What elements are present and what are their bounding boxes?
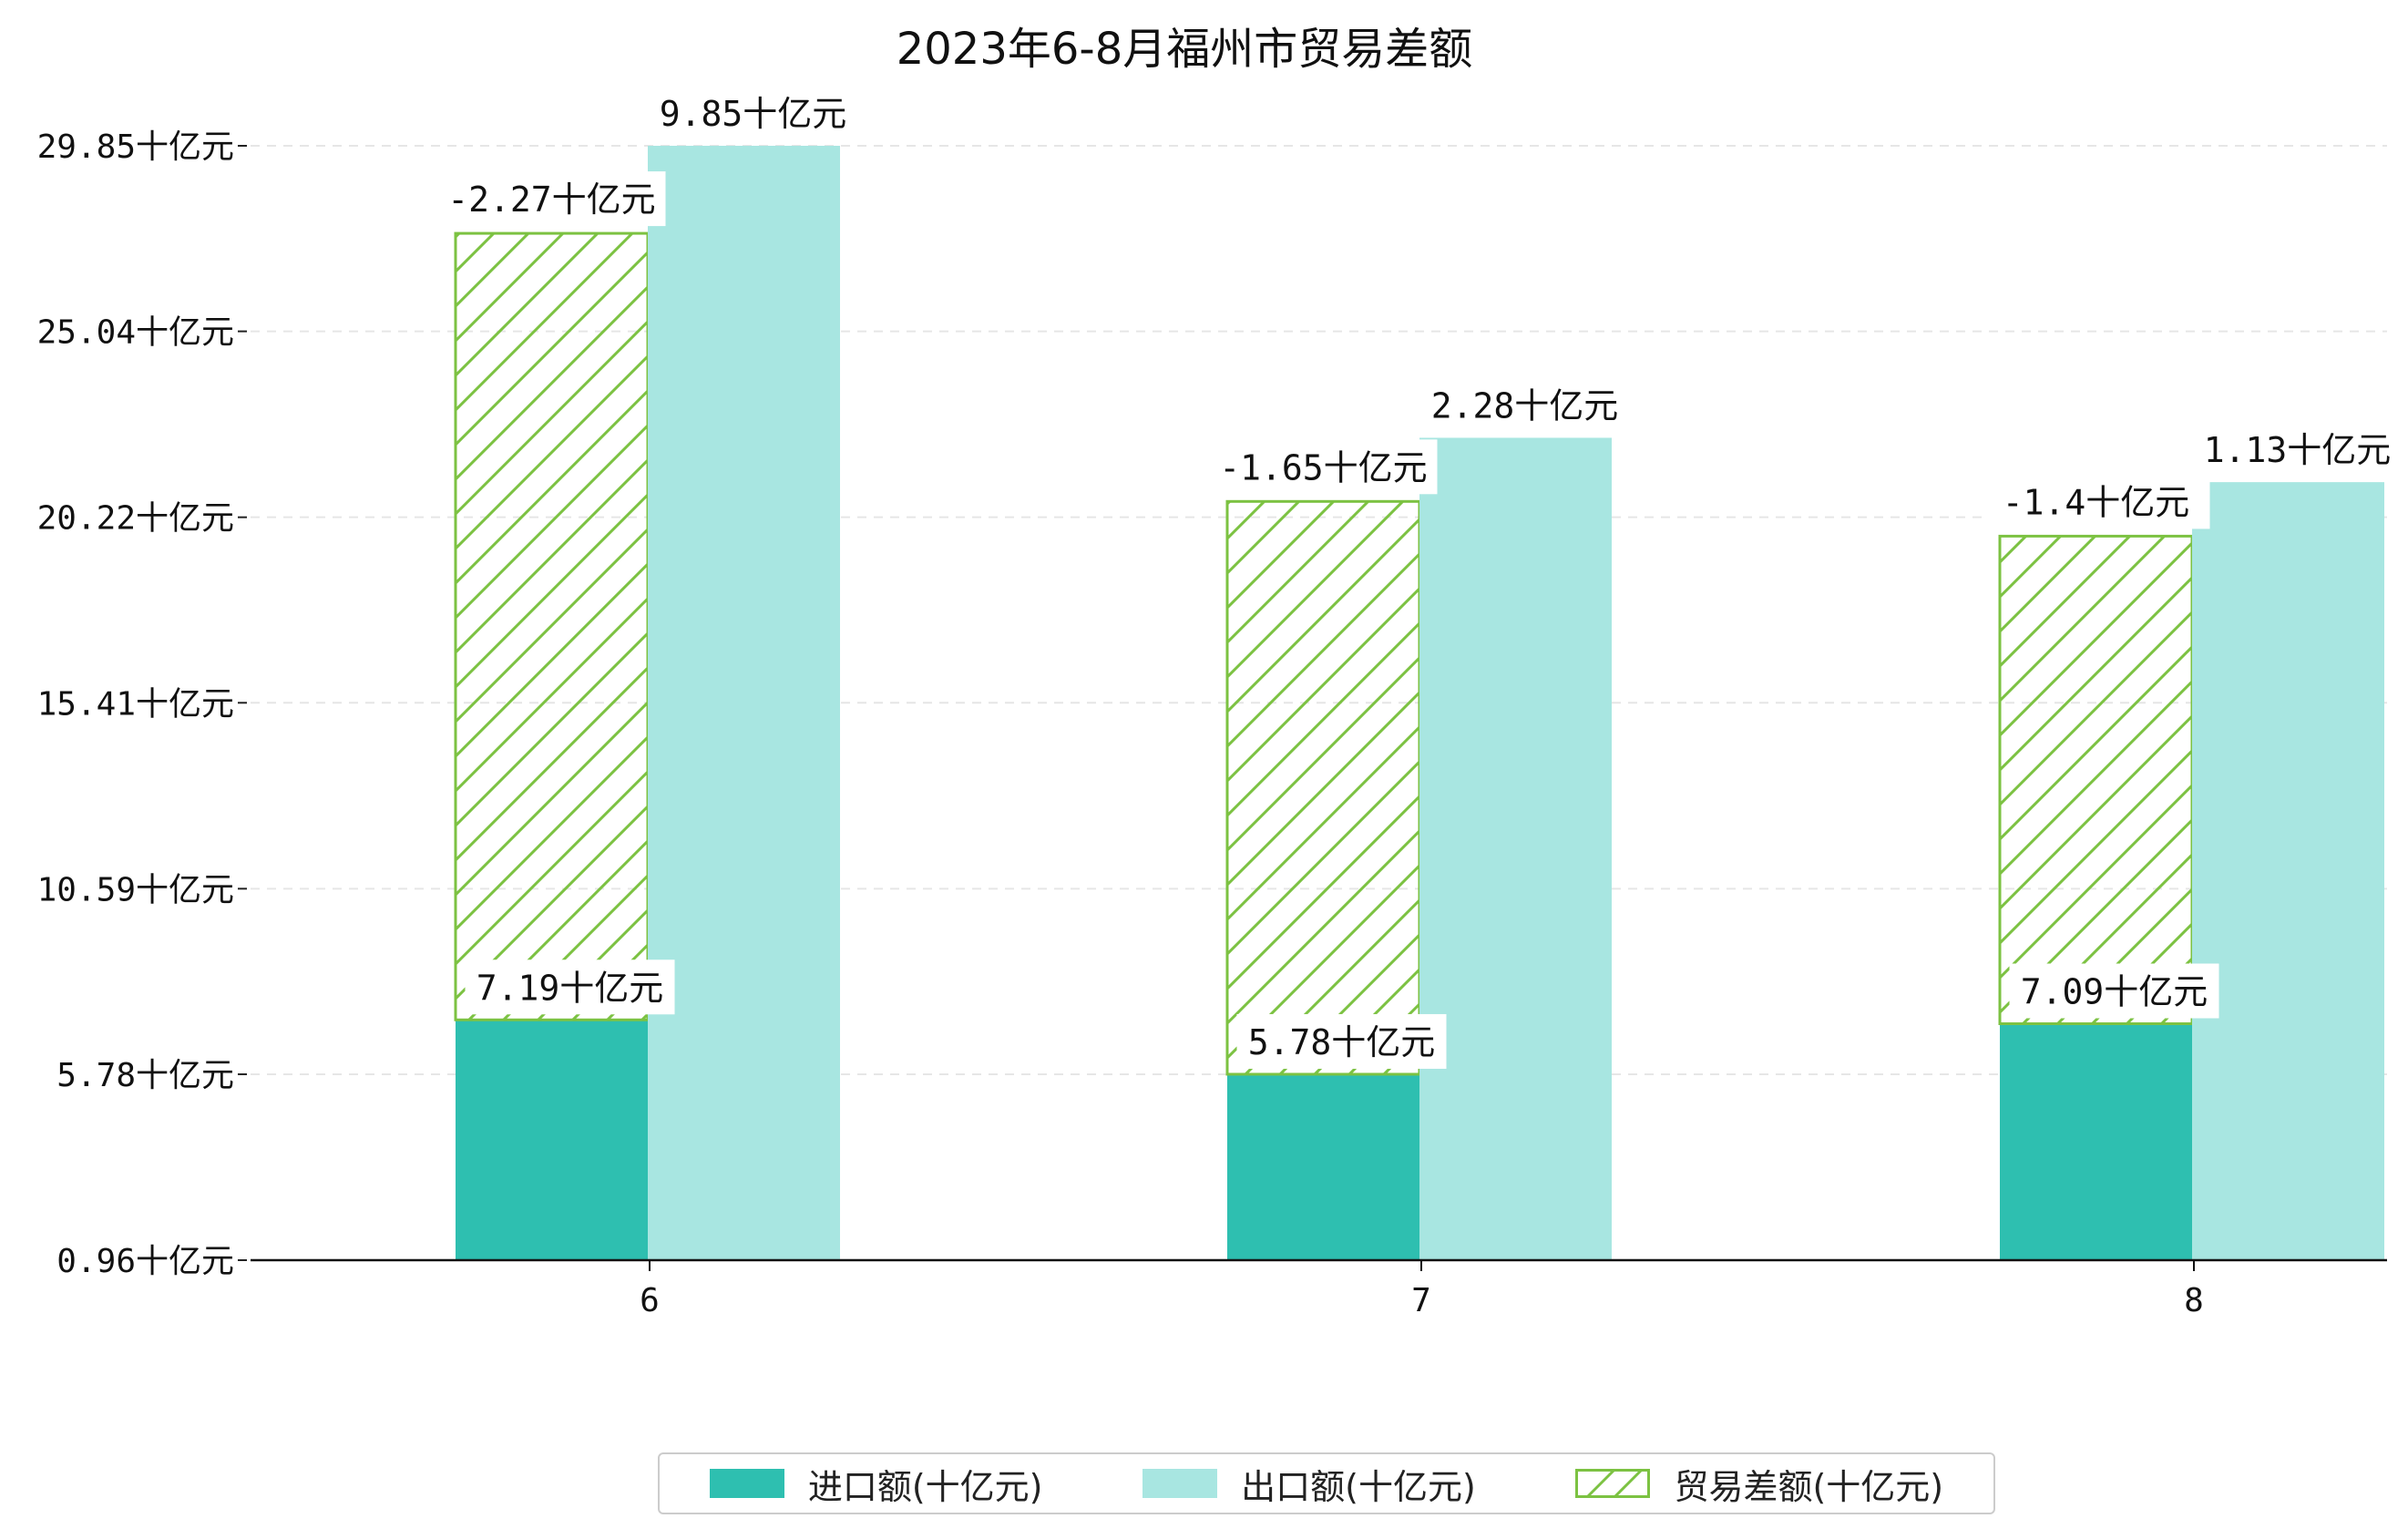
- export-value-label: 1.13十亿元: [2204, 422, 2392, 477]
- balance-value-label-box: [437, 171, 666, 227]
- legend-item-import: 进口额(十亿元): [709, 1459, 1043, 1509]
- import-bar: [2000, 1023, 2192, 1260]
- legend-label-import: 进口额(十亿元): [807, 1466, 1043, 1507]
- x-tick-label: 8: [2184, 1282, 2204, 1319]
- balance-value-label: -2.27十亿元: [437, 171, 666, 227]
- x-tick-label: 7: [1411, 1282, 1431, 1319]
- export-value-label-text: 1.13十亿元: [2204, 430, 2392, 470]
- export-value-label-box: [2206, 422, 2389, 477]
- import-value-label: 5.78十亿元: [1236, 1013, 1447, 1069]
- balance-value-label: -1.4十亿元: [1982, 474, 2210, 529]
- data-labels: 9.85十亿元 -2.27十亿元 7.19十亿元 2.28十亿元-1.65十亿元 5.7…: [437, 86, 2392, 1069]
- export-bar: [648, 146, 840, 1260]
- balance-value-label-box: [1982, 474, 2210, 529]
- balance-value-label-text: -1.4十亿元: [2003, 482, 2190, 522]
- legend-swatch-import: [709, 1469, 784, 1498]
- bars: [454, 146, 2384, 1261]
- export-value-label: 9.85十亿元: [660, 86, 847, 140]
- legend: 进口额(十亿元) 出口额(十亿元) 贸易差额(十亿元): [658, 1452, 1995, 1514]
- axes: 0.96十亿元 5.78十亿元 10.59十亿元 15.41十亿元 20.22十亿元 25…: [37, 128, 2387, 1319]
- export-value-label-text: 9.85十亿元: [660, 94, 847, 134]
- y-tick-label: 0.96十亿元: [56, 1243, 234, 1280]
- legend-item-balance: 贸易差额(十亿元): [1575, 1459, 1943, 1509]
- trade-balance-bar: [1225, 499, 1421, 1076]
- legend-label-export: 出口额(十亿元): [1241, 1466, 1476, 1507]
- trade-balance-bar: [454, 231, 650, 1021]
- legend-swatch-balance: [1575, 1469, 1651, 1498]
- import-value-label-box: [465, 959, 675, 1015]
- export-value-label-box: [661, 86, 845, 140]
- import-value-label-text: 7.09十亿元: [2021, 971, 2208, 1011]
- balance-value-label-box: [1209, 439, 1438, 495]
- y-tick-label: 5.78十亿元: [56, 1057, 234, 1094]
- export-value-label: 2.28十亿元: [1431, 377, 1619, 433]
- export-bar: [2192, 482, 2384, 1260]
- trade-balance-bar: [1998, 534, 2194, 1025]
- balance-value-label-text: -1.65十亿元: [1219, 447, 1427, 487]
- balance-value-label-text: -2.27十亿元: [447, 180, 655, 220]
- y-tick-label: 10.59十亿元: [37, 871, 234, 908]
- legend-label-balance: 贸易差额(十亿元): [1674, 1466, 1944, 1507]
- y-tick-label: 15.41十亿元: [37, 685, 234, 723]
- y-tick-label: 29.85十亿元: [37, 128, 234, 166]
- import-value-label-box: [2009, 963, 2219, 1019]
- import-value-label: 7.19十亿元: [465, 959, 675, 1015]
- y-tick-label: 25.04十亿元: [37, 314, 234, 352]
- import-bar: [1227, 1073, 1419, 1260]
- import-bar: [456, 1020, 648, 1260]
- legend-item-export: 出口额(十亿元): [1143, 1459, 1476, 1509]
- y-tick-label: 20.22十亿元: [37, 500, 234, 538]
- import-value-label-text: 7.19十亿元: [476, 968, 664, 1008]
- chart-title: 2023年6-8月福州市贸易差额: [897, 24, 1473, 75]
- export-value-label-box: [1433, 377, 1616, 433]
- x-tick-label: 6: [640, 1282, 660, 1319]
- import-value-label: 7.09十亿元: [2009, 963, 2219, 1019]
- import-value-label-box: [1236, 1013, 1447, 1069]
- export-bar: [1419, 437, 1612, 1261]
- balance-value-label: -1.65十亿元: [1209, 439, 1438, 495]
- export-value-label-text: 2.28十亿元: [1431, 385, 1619, 426]
- import-value-label-text: 5.78十亿元: [1248, 1022, 1436, 1062]
- legend-swatch-export: [1143, 1469, 1218, 1498]
